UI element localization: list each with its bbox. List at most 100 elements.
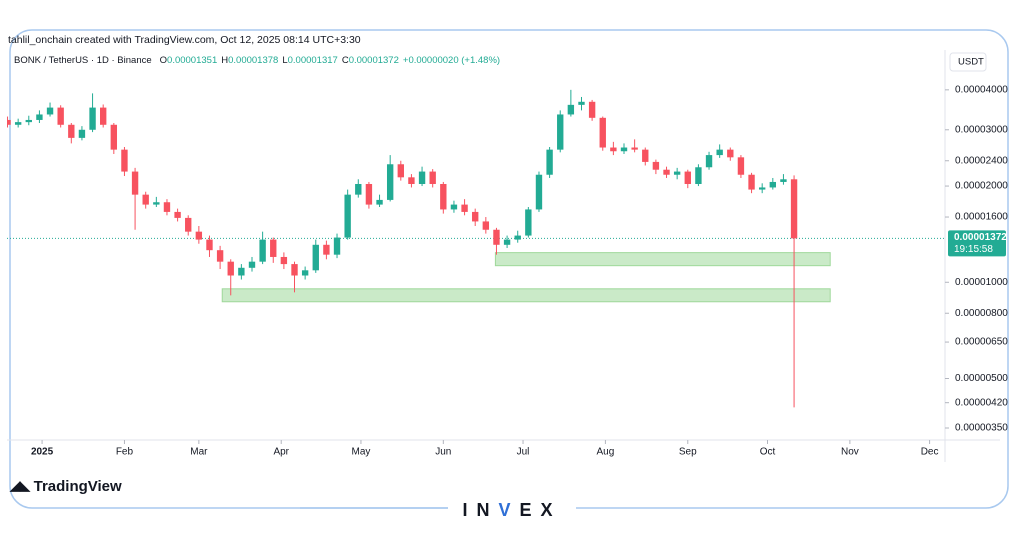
candle-body [727, 149, 734, 158]
candle-body [769, 181, 777, 188]
watermark: INVEX [462, 500, 561, 520]
candle-body [599, 117, 606, 148]
x-tick-label: Mar [190, 447, 208, 458]
candle-body [185, 217, 192, 232]
candle-body [535, 174, 543, 210]
ohlc-value: 0.00001378 [228, 55, 278, 66]
candle-body [89, 107, 96, 130]
watermark-part: V [498, 500, 519, 520]
x-tick-label: 2025 [31, 447, 54, 458]
candle-body [110, 124, 118, 150]
candle-body [78, 129, 86, 138]
candle-body [780, 179, 787, 182]
candle-body [610, 147, 617, 152]
ohlc-key: C [342, 55, 349, 66]
candle-body [270, 239, 277, 257]
candle-body [36, 114, 43, 120]
candle-body [323, 244, 330, 255]
y-tick-label: 0.00002400 [955, 155, 1008, 166]
candle-body [7, 119, 11, 125]
candle-body [206, 239, 213, 251]
support-zone [494, 252, 831, 267]
candle-body [121, 149, 128, 172]
last-price-box [948, 230, 1006, 257]
candle-body [142, 194, 149, 205]
candle-body [259, 239, 266, 262]
last-price-label: 0.00001372 [954, 232, 1007, 243]
candle-body [758, 187, 766, 190]
candle-body [227, 261, 234, 276]
candle-body [695, 167, 702, 184]
candle-body [493, 229, 500, 245]
logo: ◢◣ TradingView [9, 478, 122, 495]
ohlc-key: L [282, 55, 287, 66]
attribution: tahlil_onchain created with TradingView.… [8, 34, 361, 46]
change: +0.00000020 (+1.48%) [403, 55, 500, 66]
candle-body [631, 147, 638, 150]
watermark-part: EX [520, 500, 562, 520]
candle-body [131, 171, 139, 195]
x-tick-label: Aug [597, 447, 615, 458]
candle-body [461, 204, 468, 212]
x-tick-label: Feb [116, 447, 134, 458]
x-tick-label: Nov [841, 447, 859, 458]
x-tick-label: Jun [435, 447, 451, 458]
candle-body [355, 183, 362, 195]
candle-body [386, 164, 394, 200]
candle-body [663, 169, 670, 175]
frame [9, 29, 1009, 509]
candle-body [418, 171, 426, 184]
ohlc-value: 0.00001351 [167, 55, 217, 66]
candle-body [333, 237, 341, 255]
ohlc-key: H [221, 55, 228, 66]
candle-body [408, 177, 415, 184]
candle-body [642, 149, 649, 162]
y-tick-label: 0.00000350 [955, 423, 1008, 434]
candle-body [163, 202, 171, 212]
symbol-legend: BONK / TetherUS · 1D · Binance O0.0000135… [14, 55, 500, 66]
ohlc-value: 0.00001372 [349, 55, 399, 66]
candle-body [716, 149, 723, 156]
x-tick-label: Dec [921, 447, 939, 458]
support-zone [221, 288, 831, 303]
candle-body [588, 101, 596, 118]
candle-body [46, 107, 54, 115]
x-tick-label: Oct [760, 447, 776, 458]
watermark-part: IN [462, 500, 498, 520]
y-tick-label: 0.00003000 [955, 124, 1008, 135]
candle-body [14, 122, 22, 125]
y-tick-label: 0.00000500 [955, 373, 1008, 384]
x-tick-label: Sep [679, 447, 697, 458]
candle-body [57, 107, 64, 125]
candle-body [280, 256, 288, 265]
y-tick-label: 0.00004000 [955, 84, 1008, 95]
y-tick-label: 0.00002000 [955, 181, 1008, 192]
y-tick-label: 0.00001000 [955, 277, 1008, 288]
candle-body [790, 179, 798, 239]
candle-body [195, 231, 203, 240]
candle-body [291, 264, 298, 276]
ohlc-value: 0.00001317 [288, 55, 338, 66]
candle-body [450, 204, 458, 210]
candle-body [525, 209, 532, 236]
candle-body [567, 104, 575, 115]
symbol: BONK / TetherUS · 1D · Binance [14, 55, 152, 66]
candle-body [652, 161, 660, 170]
candle-body [365, 183, 373, 205]
candle-body [557, 114, 564, 150]
candle-body [100, 107, 107, 125]
x-tick-label: Jul [517, 447, 530, 458]
candle-body [376, 199, 383, 205]
plot [7, 89, 945, 408]
candle-body [312, 244, 319, 271]
y-tick-label: 0.00000650 [955, 337, 1008, 348]
candle-body [440, 183, 447, 210]
countdown: 19:15:58 [954, 244, 993, 255]
candle-body [705, 155, 713, 168]
candle-body [684, 171, 691, 184]
candle-body [174, 211, 181, 218]
candle-body [620, 147, 628, 152]
x-tick-label: Apr [273, 447, 289, 458]
candle-body [429, 171, 436, 184]
